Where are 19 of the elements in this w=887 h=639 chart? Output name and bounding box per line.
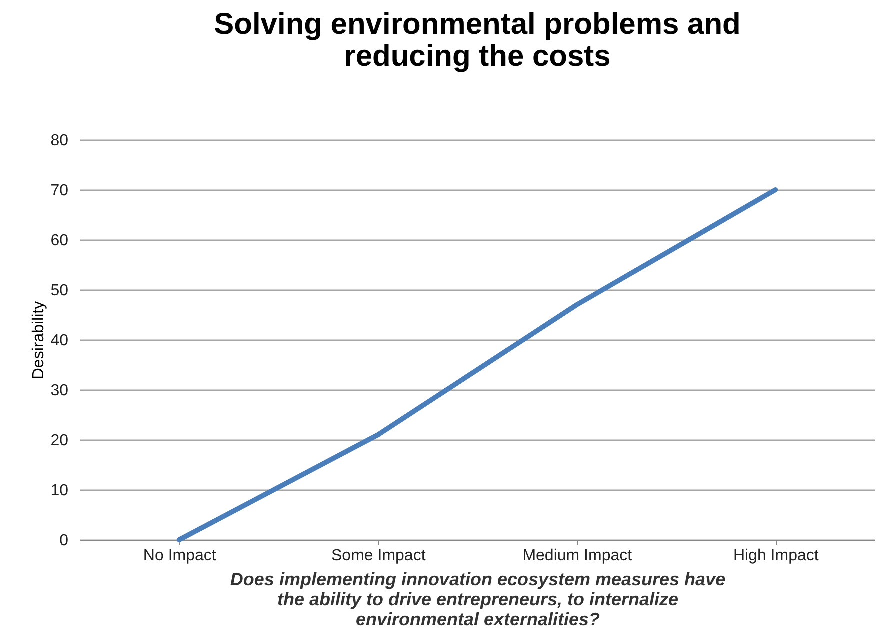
x-tick-label: Some Impact xyxy=(331,548,426,564)
y-tick-label: 20 xyxy=(50,432,69,450)
y-tick-label: 50 xyxy=(50,282,69,300)
text: Solving environmental problems and xyxy=(214,8,741,41)
y-tick-label: 70 xyxy=(50,182,69,200)
x-tick-label: High Impact xyxy=(733,548,820,564)
text: the ability to drive entrepreneurs, to internalize xyxy=(277,590,679,610)
text: reducing the costs xyxy=(344,40,611,73)
text: environmental externalities? xyxy=(356,610,600,630)
y-tick-label: 80 xyxy=(50,132,69,150)
text: Does implementing innovation ecosystem measures have xyxy=(230,570,726,590)
y-tick-label: 0 xyxy=(60,532,69,550)
y-tick-label: 10 xyxy=(50,482,69,500)
y-tick-label: 40 xyxy=(50,332,69,350)
y-axis-title: Desirability xyxy=(30,301,48,380)
x-tick-label: Medium Impact xyxy=(522,548,633,564)
y-tick-label: 60 xyxy=(50,232,69,250)
x-tick-label: No Impact xyxy=(143,548,217,564)
y-tick-label: 30 xyxy=(50,382,69,400)
